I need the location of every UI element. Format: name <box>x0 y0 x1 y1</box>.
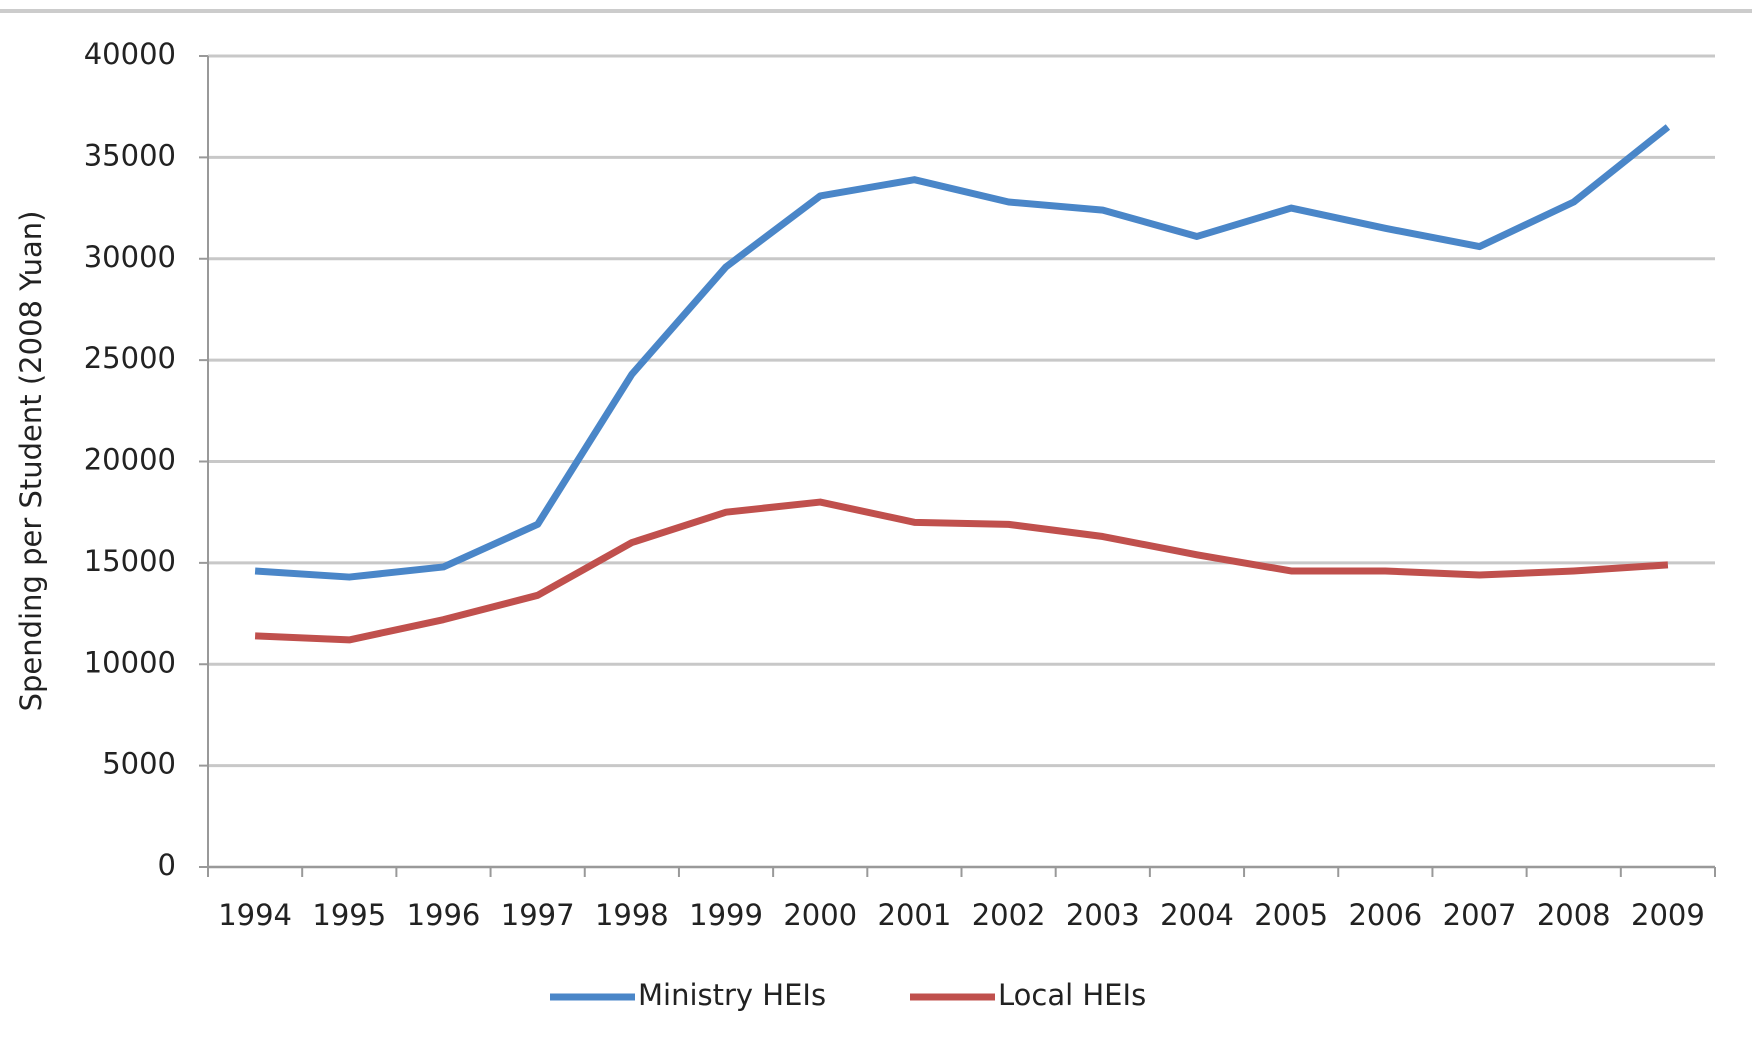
x-tick-label: 2006 <box>1348 898 1422 932</box>
y-tick-label: 0 <box>158 848 176 882</box>
x-tick-label: 2000 <box>783 898 857 932</box>
x-tick-label: 2002 <box>972 898 1046 932</box>
x-tick-label: 1997 <box>501 898 575 932</box>
x-tick-label: 1996 <box>407 898 481 932</box>
y-tick-label: 5000 <box>102 747 176 781</box>
x-tick-label: 2004 <box>1160 898 1234 932</box>
x-tick-label: 1999 <box>689 898 763 932</box>
x-tick-label: 2003 <box>1066 898 1140 932</box>
x-tick-label: 2005 <box>1254 898 1328 932</box>
x-tick-label: 2008 <box>1537 898 1611 932</box>
x-tick-label: 1998 <box>595 898 669 932</box>
x-tick-label: 1995 <box>312 898 386 932</box>
y-tick-label: 30000 <box>84 240 176 274</box>
series-line <box>254 124 1671 581</box>
y-tick-label: 25000 <box>84 341 176 375</box>
y-tick-label: 20000 <box>84 443 176 477</box>
y-tick-label: 40000 <box>84 37 176 71</box>
legend-label: Ministry HEIs <box>638 978 826 1012</box>
y-axis-label: Spending per Student (2008 Yuan) <box>14 211 48 712</box>
x-tick-label: 1994 <box>218 898 292 932</box>
y-tick-label: 35000 <box>84 138 176 172</box>
y-tick-label: 15000 <box>84 544 176 578</box>
x-tick-label: 2007 <box>1443 898 1517 932</box>
y-tick-label: 10000 <box>84 645 176 679</box>
x-tick-label: 2009 <box>1631 898 1705 932</box>
legend-label: Local HEIs <box>998 978 1146 1012</box>
series-line <box>254 498 1669 644</box>
x-tick-label: 2001 <box>878 898 952 932</box>
